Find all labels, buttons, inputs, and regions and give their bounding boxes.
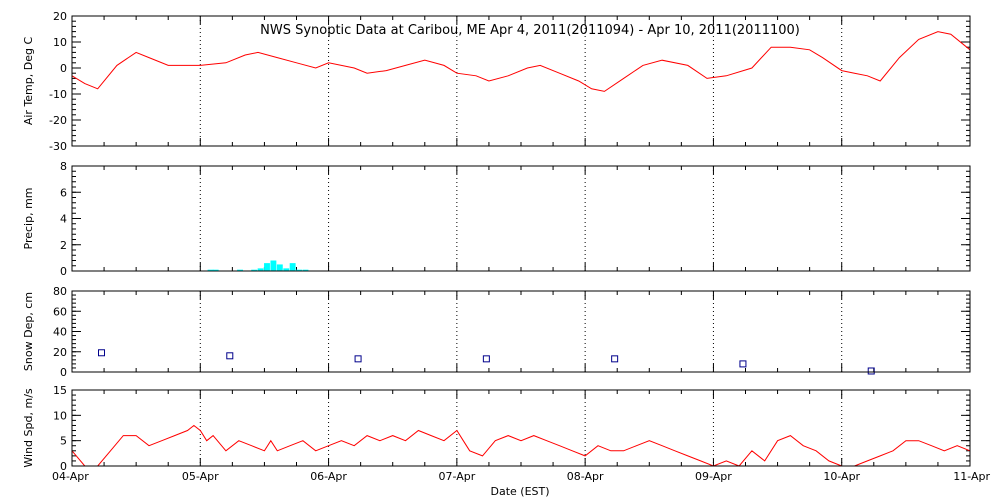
y-axis-label: Precip, mm — [22, 188, 35, 250]
x-tick-label: 09-Apr — [695, 470, 732, 483]
x-tick-label: 06-Apr — [310, 470, 347, 483]
panel-frame — [71, 389, 971, 467]
panel-precip: 0 2 4 6 8 Precip, mm — [22, 160, 971, 278]
y-tick-label: 0 — [60, 265, 67, 278]
panel-air_temp: 20 10 0 -10 -20 -30 Air Temp, Deg C — [22, 10, 971, 153]
x-tick-label: 10-Apr — [823, 470, 860, 483]
wind_speed-series-line — [71, 424, 971, 467]
y-tick-label: 0 — [60, 62, 67, 75]
x-axis: 04-Apr 05-Apr 06-Apr 07-Apr 08-Apr 09-Apr 10-A… — [52, 470, 990, 483]
snow-depth-point — [867, 367, 875, 375]
chart-panels: 20 10 0 -10 -20 -30 Air Temp, Deg C 0 2 4 6 8 Precip… — [22, 10, 990, 483]
precip-bar — [302, 269, 309, 271]
y-tick-label: -30 — [49, 140, 67, 153]
y-tick-label: 4 — [60, 213, 67, 226]
x-tick-label: 05-Apr — [182, 470, 219, 483]
x-axis-label: Date (EST) — [490, 485, 549, 498]
panel-wind_speed: 0 5 10 15 Wind Spd, m/s — [22, 384, 971, 473]
x-tick-label: 04-Apr — [52, 470, 89, 483]
y-tick-label: 20 — [53, 10, 67, 23]
y-tick-label: 10 — [53, 36, 67, 49]
air_temp-series-line — [71, 31, 971, 92]
y-tick-label: 2 — [60, 239, 67, 252]
snow-depth-point — [482, 355, 490, 363]
panel-frame — [71, 290, 971, 373]
x-tick-label: 07-Apr — [438, 470, 475, 483]
precip-bar — [276, 264, 283, 271]
precip-bar — [296, 269, 303, 271]
precip-bar — [264, 263, 270, 271]
y-tick-label: 80 — [53, 285, 67, 298]
precip-bar — [283, 268, 290, 271]
y-tick-label: 40 — [53, 326, 67, 339]
y-axis-label: Wind Spd, m/s — [22, 388, 35, 468]
y-tick-label: 5 — [60, 435, 67, 448]
panel-snow_depth: 0 20 40 60 80 Snow Dep, cm — [22, 285, 971, 379]
y-tick-label: -10 — [49, 88, 67, 101]
precip-bar — [237, 269, 243, 271]
snow-depth-point — [98, 349, 106, 357]
x-tick-label: 08-Apr — [567, 470, 604, 483]
y-tick-label: 60 — [53, 305, 67, 318]
precip-bar — [207, 269, 214, 271]
panel-frame — [71, 15, 971, 147]
y-tick-label: 10 — [53, 409, 67, 422]
snow-depth-point — [226, 352, 234, 360]
y-tick-label: -20 — [49, 114, 67, 127]
snow-depth-point — [739, 360, 747, 368]
y-tick-label: 6 — [60, 186, 67, 199]
y-axis-label: Air Temp, Deg C — [22, 37, 35, 126]
precip-bar — [257, 268, 264, 271]
y-tick-label: 15 — [53, 384, 67, 397]
precip-bar — [251, 269, 258, 271]
y-tick-label: 0 — [60, 460, 67, 473]
precip-bar — [212, 269, 219, 271]
precip-bar — [289, 263, 296, 271]
precip-bar — [270, 260, 277, 271]
y-tick-label: 20 — [53, 346, 67, 359]
snow-depth-point — [611, 355, 619, 363]
chart-title: NWS Synoptic Data at Caribou, ME Apr 4, … — [260, 23, 800, 38]
x-tick-label: 11-Apr — [953, 470, 990, 483]
y-tick-label: 0 — [60, 366, 67, 379]
panel-frame — [71, 165, 971, 272]
snow-depth-point — [354, 355, 362, 363]
y-axis-label: Snow Dep, cm — [22, 292, 35, 371]
y-tick-label: 8 — [60, 160, 67, 173]
